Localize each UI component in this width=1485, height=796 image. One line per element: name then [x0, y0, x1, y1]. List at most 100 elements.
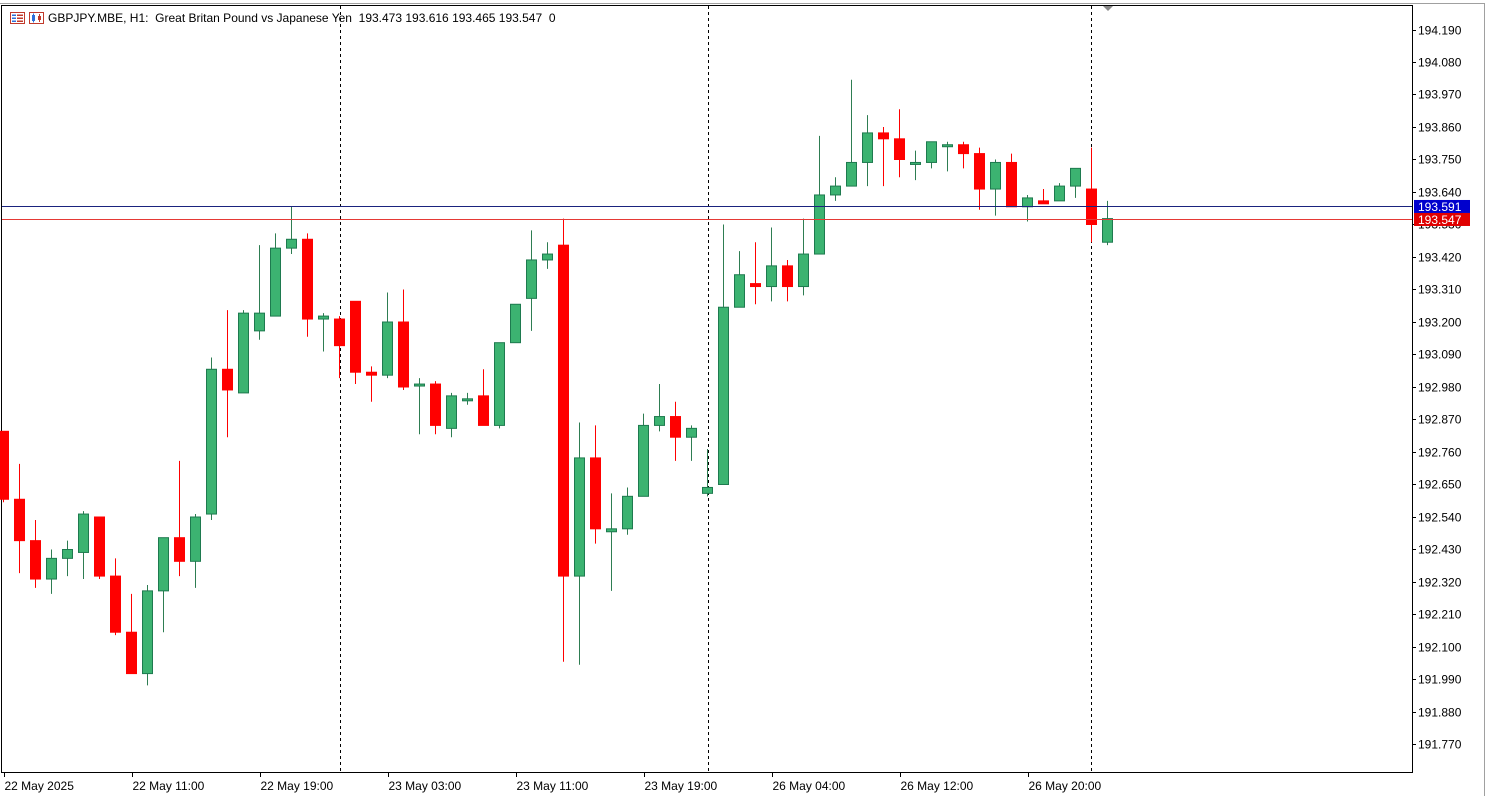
candle: [14, 463, 25, 574]
candle-body: [606, 528, 617, 533]
price-tick-label: 192.760: [1418, 446, 1462, 460]
plot-area[interactable]: [1, 5, 1413, 773]
candle: [286, 206, 297, 255]
candle-body: [1054, 185, 1065, 202]
candle: [94, 516, 105, 580]
candle: [398, 289, 409, 390]
candle: [206, 357, 217, 520]
price-axis[interactable]: 194.190 194.080 193.970 193.860 193.750 193.6…: [1412, 24, 1470, 752]
candle: [974, 147, 985, 210]
candle: [1070, 167, 1081, 198]
candle: [558, 218, 569, 662]
candle-body: [830, 185, 841, 196]
candle: [590, 425, 601, 544]
candle-body: [62, 549, 73, 559]
candle: [158, 537, 169, 633]
price-tick-label: 191.880: [1418, 706, 1462, 720]
candle-body: [510, 303, 521, 344]
candle: [142, 584, 153, 686]
price-tick-label: 193.970: [1418, 88, 1462, 102]
candle-body: [782, 265, 793, 288]
symbol-label: GBPJPY.MBE, H1:: [48, 11, 149, 25]
candle: [62, 540, 73, 577]
candle-body: [414, 383, 425, 387]
candle: [750, 242, 761, 305]
time-axis[interactable]: 22 May 2025 22 May 11:00 22 May 19:00 23 Ma…: [4, 772, 1102, 793]
candle-body: [78, 513, 89, 553]
ask-price-label: 193.591: [1414, 199, 1470, 214]
candle-body: [558, 244, 569, 577]
candle: [350, 300, 361, 385]
candle: [910, 150, 921, 181]
candle: [30, 519, 41, 588]
candle: [894, 109, 905, 178]
period-separators: [340, 6, 1092, 772]
candle-body: [974, 153, 985, 190]
candle-body: [1102, 218, 1113, 243]
price-tick-label: 192.430: [1418, 543, 1462, 557]
candle-body: [430, 383, 441, 426]
candle-body: [638, 424, 649, 497]
candle-body: [446, 395, 457, 429]
candle: [718, 224, 729, 485]
candle: [126, 593, 137, 675]
price-tick-label: 192.100: [1418, 641, 1462, 655]
price-tick-label: 193.200: [1418, 316, 1462, 330]
candle: [270, 233, 281, 317]
candle-body: [542, 253, 553, 261]
price-tick-label: 193.860: [1418, 121, 1462, 135]
candle: [46, 549, 57, 594]
candle-body: [734, 274, 745, 308]
candle-body: [574, 457, 585, 577]
bid-price-label: 193.547: [1414, 212, 1470, 227]
candle: [494, 342, 505, 429]
candle-body: [670, 416, 681, 438]
candle-body: [622, 495, 633, 530]
candle: [318, 313, 329, 352]
candle-body: [1006, 161, 1017, 208]
candle: [78, 511, 89, 580]
candle: [478, 369, 489, 426]
candle: [526, 230, 537, 331]
chart-header: GBPJPY.MBE, H1: Great Britan Pound vs Ja…: [10, 9, 556, 27]
price-tick-label: 191.770: [1418, 738, 1462, 752]
candle-body: [142, 590, 153, 675]
candle-body: [894, 138, 905, 160]
symbol-description: Great Britan Pound vs Japanese Yen: [155, 11, 352, 25]
candle-body: [190, 516, 201, 562]
bid-price-label-bg: [1414, 212, 1470, 226]
candle: [702, 449, 713, 497]
list-menu-icon[interactable]: [10, 12, 25, 24]
candle: [382, 292, 393, 379]
candle: [542, 242, 553, 269]
candle: [958, 141, 969, 169]
candle-body: [702, 486, 713, 494]
ohlc-values: 193.473 193.616 193.465 193.547: [358, 11, 543, 25]
candle-body: [798, 253, 809, 288]
time-tick-label: 22 May 2025: [5, 779, 75, 793]
candle-body: [318, 315, 329, 320]
candle-body: [206, 368, 217, 515]
candle-body: [958, 144, 969, 155]
candle-body: [942, 144, 953, 148]
candle: [190, 514, 201, 588]
candle-body: [878, 132, 889, 140]
candle-body: [174, 537, 185, 562]
time-tick-label: 22 May 11:00: [133, 779, 205, 793]
candle-body: [1038, 200, 1049, 205]
chart-type-icon[interactable]: [29, 12, 44, 24]
price-tick-label: 192.210: [1418, 608, 1462, 622]
candle: [814, 135, 825, 255]
candle-body: [382, 321, 393, 376]
price-tick-label: 193.750: [1418, 153, 1462, 167]
candle-body: [494, 342, 505, 426]
shift-marker-icon[interactable]: [1103, 6, 1113, 11]
candle-body: [718, 306, 729, 485]
price-tick-label: 191.990: [1418, 673, 1462, 687]
candle-body: [910, 161, 921, 165]
candle: [1038, 189, 1049, 205]
candle-body: [846, 161, 857, 187]
ask-price-label-text: 193.591: [1418, 200, 1462, 214]
